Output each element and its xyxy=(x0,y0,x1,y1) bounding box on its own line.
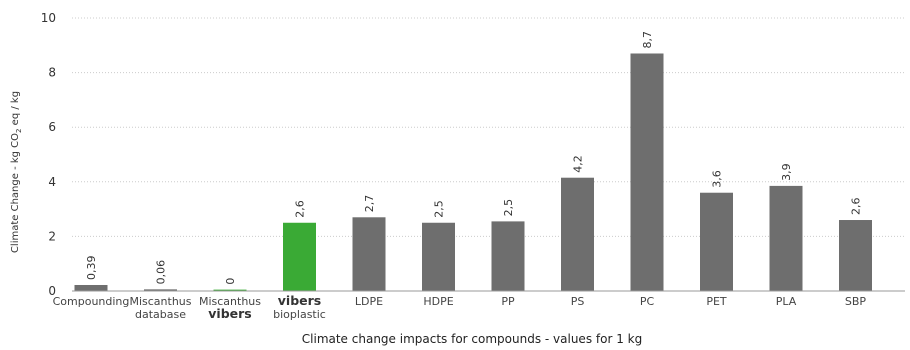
value-label: 2,6 xyxy=(294,200,307,218)
value-label: 0,06 xyxy=(155,260,168,285)
x-category-label: Miscanthus xyxy=(129,295,191,308)
value-label: 3,6 xyxy=(711,170,724,188)
y-tick-label: 10 xyxy=(41,11,56,25)
x-category-label: PLA xyxy=(776,295,797,308)
bar xyxy=(283,222,316,291)
x-category-label: LDPE xyxy=(355,295,383,308)
y-axis-title-subscript: 2 xyxy=(15,128,23,132)
x-category-label: Miscanthus xyxy=(199,295,261,308)
bar xyxy=(352,217,386,291)
value-label: 8,7 xyxy=(641,31,654,49)
bar xyxy=(491,221,525,291)
value-label: 0 xyxy=(224,278,237,285)
x-category-label: PET xyxy=(706,295,727,308)
x-category-label: PS xyxy=(571,295,585,308)
y-tick-label: 6 xyxy=(48,120,56,134)
y-tick-label: 4 xyxy=(48,175,56,189)
x-category-label: PP xyxy=(501,295,515,308)
bar xyxy=(561,177,594,291)
bar xyxy=(74,284,108,291)
x-category-label: Compounding xyxy=(53,295,130,308)
bar xyxy=(769,185,803,291)
bars xyxy=(74,53,872,291)
value-label: 0,39 xyxy=(85,255,98,280)
bar xyxy=(213,289,247,291)
x-axis-categories: Compounding MiscanthusdatabaseMiscanthusv… xyxy=(53,293,867,321)
bar xyxy=(700,192,733,291)
y-tick-label: 2 xyxy=(48,229,56,243)
value-label: 2,5 xyxy=(433,200,446,218)
x-category-label: bioplastic xyxy=(273,308,326,321)
value-label: 2,6 xyxy=(850,198,863,216)
value-label: 2,5 xyxy=(502,199,515,217)
x-category-label: vibers xyxy=(208,306,251,321)
x-category-label: database xyxy=(135,308,186,321)
bar xyxy=(839,220,872,291)
value-label: 2,7 xyxy=(363,195,376,213)
y-axis-title-prefix: Climate Change - kg CO xyxy=(10,133,21,253)
gridlines xyxy=(72,17,905,237)
x-category-label: HDPE xyxy=(423,295,453,308)
y-axis-title-suffix: eq / kg xyxy=(10,91,21,129)
y-axis-ticks: 0 2 4 6 8 10 xyxy=(41,11,56,298)
x-category-label: PC xyxy=(640,295,655,308)
value-label: 3,9 xyxy=(780,163,793,181)
y-tick-label: 0 xyxy=(48,284,56,298)
value-labels: 0,39 0,06 0 2,6 2,7 2,5 2,5 4,2 8,7 3,6 3,9 2,6 xyxy=(85,31,863,285)
x-category-label: vibers xyxy=(278,293,321,308)
x-category-label: SBP xyxy=(845,295,867,308)
y-axis-title: Climate Change - kg CO2 eq / kg xyxy=(10,91,23,253)
y-tick-label: 8 xyxy=(48,66,56,80)
bar xyxy=(144,289,177,291)
bar xyxy=(422,222,455,291)
x-axis-title: Climate change impacts for compounds - v… xyxy=(302,332,642,346)
bar xyxy=(630,53,664,291)
value-label: 4,2 xyxy=(572,155,585,173)
